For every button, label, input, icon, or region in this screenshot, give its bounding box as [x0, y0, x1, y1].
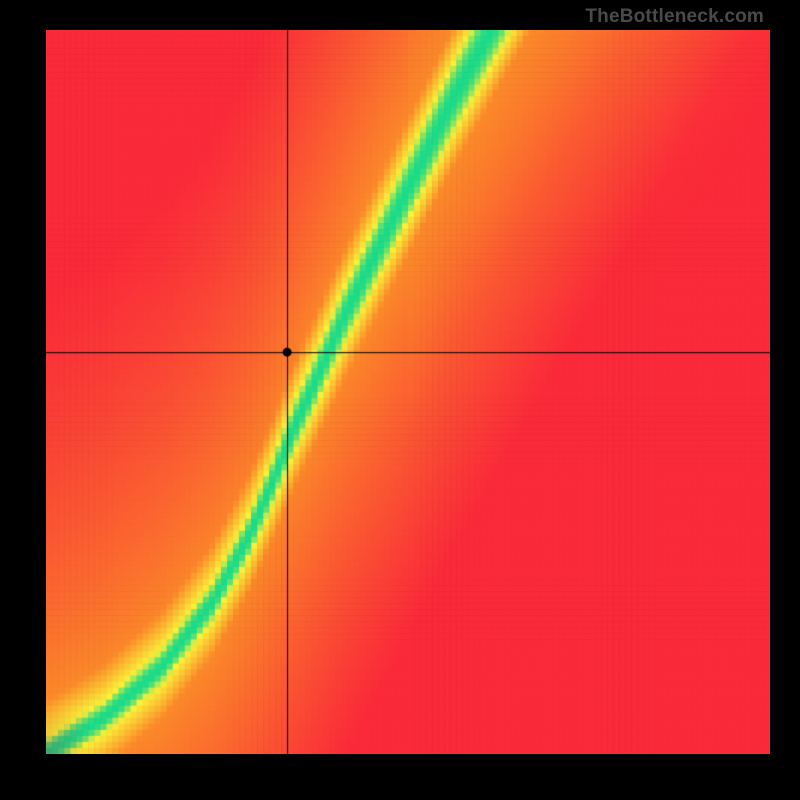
heatmap-canvas: [46, 30, 770, 754]
watermark-text: TheBottleneck.com: [585, 6, 764, 28]
bottleneck-heatmap: [46, 30, 770, 754]
